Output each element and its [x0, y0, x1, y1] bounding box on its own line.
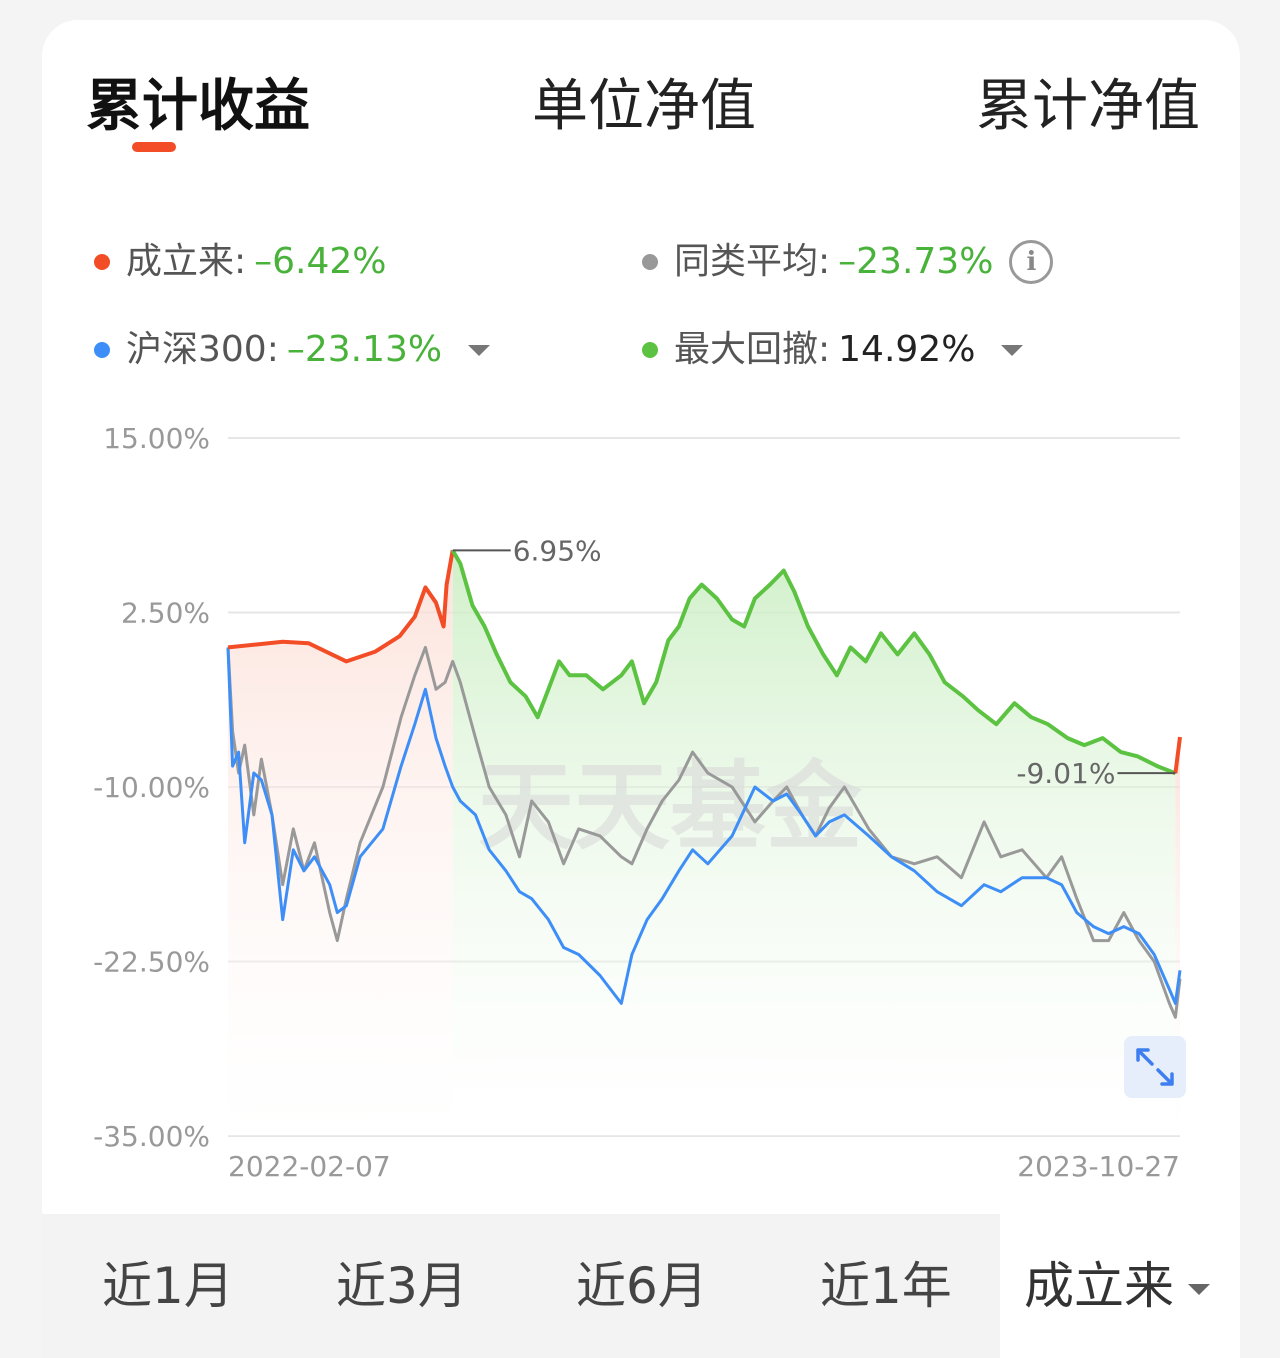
peer-dot-icon	[642, 254, 658, 270]
legend-index-label: 沪深300:	[126, 329, 279, 370]
legend-drawdown-value: 14.92%	[838, 329, 976, 370]
legend-index-value: –23.13%	[286, 329, 443, 370]
index-dot-icon	[94, 342, 110, 358]
legend-fund: 成立来: –6.42%	[94, 238, 387, 286]
active-tab-indicator	[132, 142, 176, 152]
legend-peer-value: –23.73%	[838, 241, 994, 282]
range-6m[interactable]: 近6月	[576, 1257, 708, 1315]
legend-peer-label: 同类平均:	[674, 241, 831, 282]
caret-down-icon[interactable]	[1001, 344, 1024, 356]
legend-index[interactable]: 沪深300: –23.13%	[94, 326, 491, 374]
expand-chart-button[interactable]	[1124, 1036, 1186, 1098]
fund-dot-icon	[94, 254, 110, 270]
tab-unit-nav[interactable]: 单位净值	[532, 74, 756, 139]
tab-cumulative-return[interactable]: 累计收益	[86, 74, 310, 139]
legend-drawdown-label: 最大回撤:	[674, 329, 831, 370]
expand-icon	[1136, 1048, 1174, 1086]
fund-series-line-end	[1173, 736, 1182, 774]
trough-annotation: -9.01%	[1016, 757, 1115, 790]
index-series-line	[226, 647, 1182, 1005]
peak-annotation: 6.95%	[513, 534, 602, 567]
range-1y[interactable]: 近1年	[820, 1257, 952, 1315]
y-tick-label: 15.00%	[103, 422, 210, 455]
peer-series-line	[226, 645, 1182, 1019]
legend-peer: 同类平均: –23.73% i	[642, 238, 1054, 286]
tab-cumulative-nav[interactable]: 累计净值	[976, 74, 1200, 139]
legend-fund-value: –6.42%	[254, 241, 387, 282]
info-icon[interactable]: i	[1009, 240, 1054, 284]
range-1m[interactable]: 近1月	[102, 1257, 234, 1315]
drawdown-dot-icon	[642, 342, 658, 358]
range-selector-bar	[42, 1214, 1000, 1358]
y-tick-label: -35.00%	[93, 1120, 210, 1153]
return-chart[interactable]: 天天基金 15.00%2.50%-10.00%-22.50%-35.00%202…	[0, 0, 1280, 1200]
y-tick-label: -10.00%	[93, 771, 210, 804]
fund-area-drawdown	[452, 550, 1176, 1136]
legend-drawdown[interactable]: 最大回撤: 14.92%	[642, 326, 1024, 374]
legend-fund-label: 成立来:	[126, 241, 247, 282]
caret-down-icon[interactable]	[468, 344, 491, 356]
fund-area-rise	[228, 550, 453, 1136]
y-tick-label: -22.50%	[93, 946, 210, 979]
fund-series-line	[227, 550, 455, 664]
range-since-inception[interactable]: 成立来	[1024, 1254, 1210, 1318]
range-selected-label: 成立来	[1024, 1257, 1174, 1315]
range-3m[interactable]: 近3月	[336, 1257, 468, 1315]
x-tick-label: 2022-02-07	[228, 1150, 391, 1183]
caret-down-icon	[1188, 1284, 1210, 1295]
fund-drawdown-line	[450, 549, 1177, 776]
x-tick-label: 2023-10-27	[1017, 1150, 1180, 1183]
y-tick-label: 2.50%	[121, 597, 210, 630]
